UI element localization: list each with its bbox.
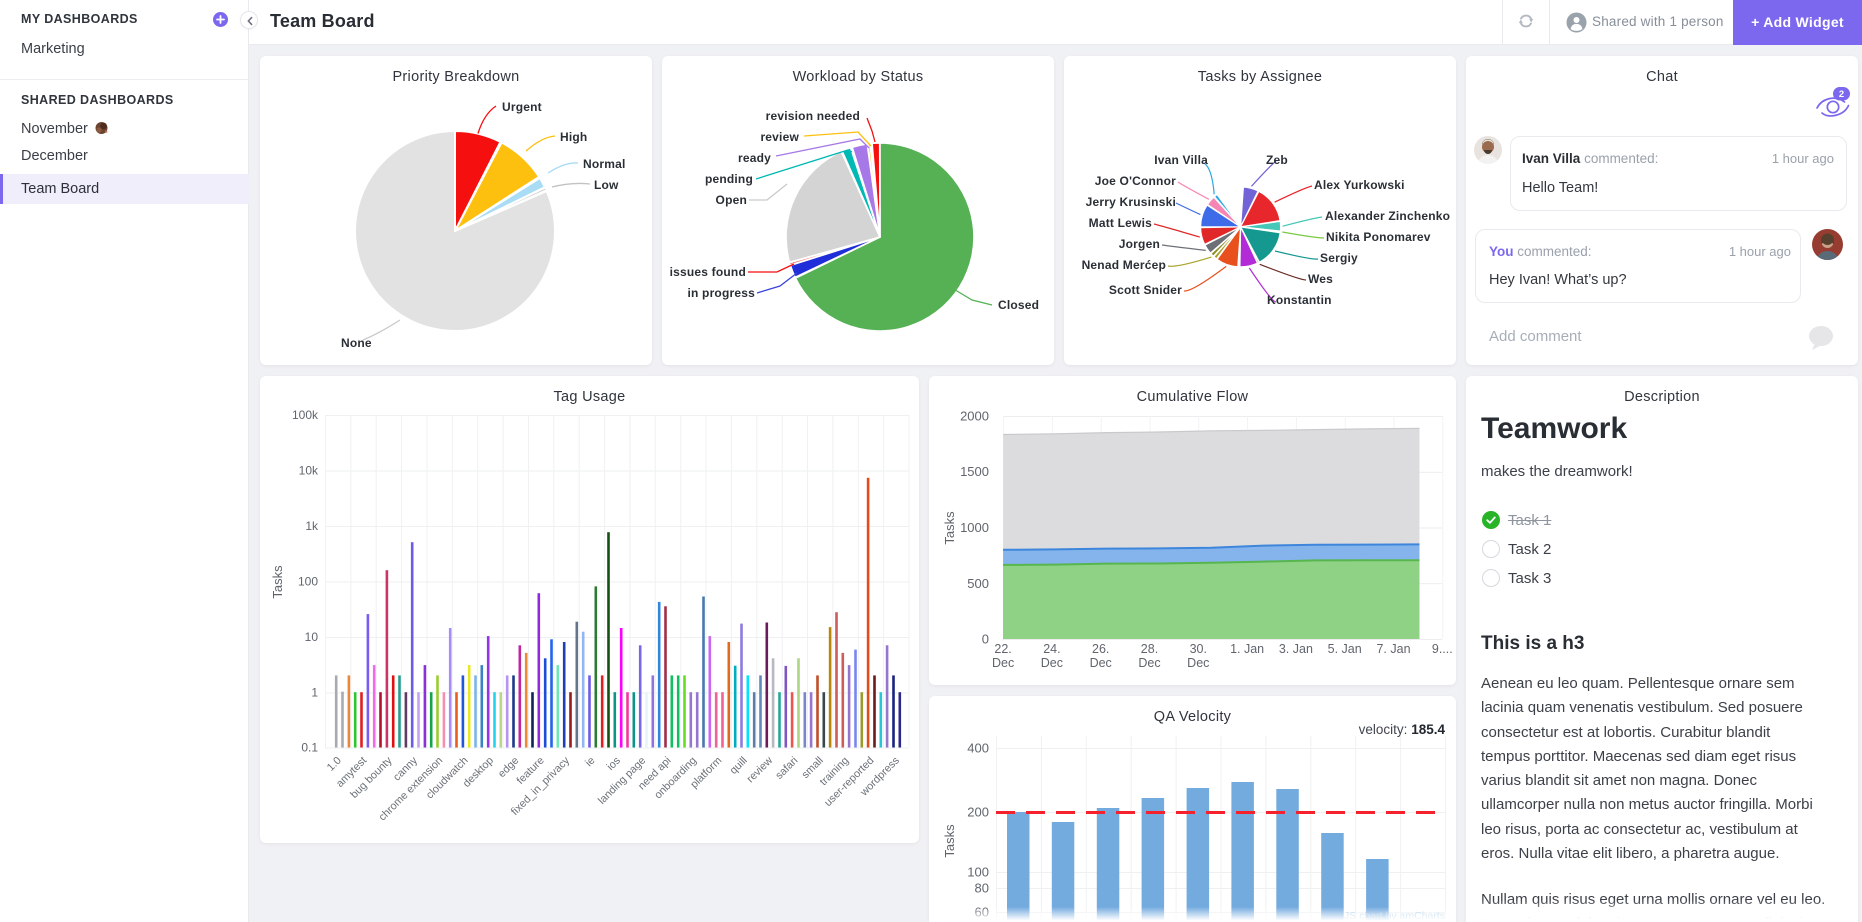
svg-text:80: 80	[975, 881, 989, 896]
svg-text:1k: 1k	[305, 519, 319, 533]
svg-text:Tasks: Tasks	[942, 511, 957, 545]
svg-text:Dec: Dec	[992, 656, 1014, 670]
svg-text:400: 400	[967, 741, 989, 756]
svg-text:1000: 1000	[960, 520, 989, 535]
svg-text:1. Jan: 1. Jan	[1230, 642, 1264, 656]
svg-text:500: 500	[967, 576, 989, 591]
svg-text:2: 2	[1839, 89, 1844, 100]
svg-text:30.: 30.	[1190, 642, 1207, 656]
svg-text:Tasks: Tasks	[270, 565, 285, 599]
svg-text:200: 200	[967, 805, 989, 820]
svg-text:1.0: 1.0	[325, 755, 344, 774]
svg-text:5. Jan: 5. Jan	[1328, 642, 1362, 656]
svg-text:100: 100	[967, 865, 989, 880]
svg-text:Tasks: Tasks	[942, 824, 957, 858]
svg-text:Dec: Dec	[1138, 656, 1160, 670]
svg-text:1: 1	[311, 686, 318, 700]
svg-text:ie: ie	[583, 755, 597, 769]
svg-text:100k: 100k	[292, 408, 319, 422]
svg-text:26.: 26.	[1092, 642, 1109, 656]
svg-text:24.: 24.	[1043, 642, 1060, 656]
svg-text:Dec: Dec	[1187, 656, 1209, 670]
svg-text:9....: 9....	[1432, 642, 1453, 656]
svg-text:10k: 10k	[299, 464, 319, 478]
svg-text:0: 0	[982, 632, 989, 647]
svg-text:7. Jan: 7. Jan	[1376, 642, 1410, 656]
svg-text:10: 10	[305, 630, 319, 644]
svg-text:22.: 22.	[994, 642, 1011, 656]
svg-text:quill: quill	[728, 755, 750, 777]
svg-text:Dec: Dec	[1041, 656, 1063, 670]
svg-text:1500: 1500	[960, 464, 989, 479]
svg-text:28.: 28.	[1141, 642, 1158, 656]
svg-text:review: review	[745, 754, 776, 785]
svg-text:100: 100	[298, 575, 318, 589]
svg-text:safari: safari	[773, 755, 800, 782]
svg-text:0.1: 0.1	[301, 741, 318, 755]
svg-text:Dec: Dec	[1090, 656, 1112, 670]
svg-text:ios: ios	[605, 754, 624, 773]
svg-text:3. Jan: 3. Jan	[1279, 642, 1313, 656]
svg-text:2000: 2000	[960, 409, 989, 424]
